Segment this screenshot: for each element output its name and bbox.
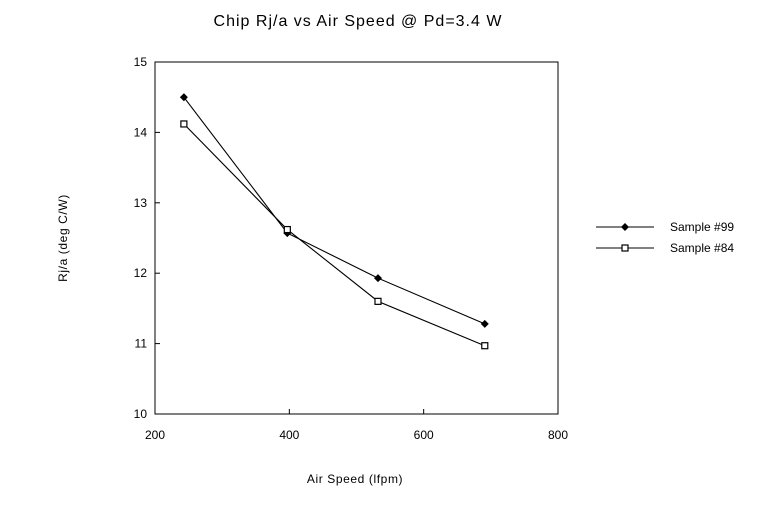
x-axis-ticks: 200 400 600 800 [145, 409, 568, 442]
plot-frame [154, 61, 559, 415]
y-axis-ticks: 10 11 12 13 14 15 [134, 55, 160, 421]
y-tick-label: 15 [134, 55, 148, 69]
legend-label-2: Sample #84 [670, 241, 734, 255]
y-axis-label: Rj/a (deg C/W) [56, 194, 70, 282]
x-axis-label: Air Speed (lfpm) [307, 472, 403, 486]
data-point-series-1 [480, 319, 489, 328]
data-point-series-1 [179, 93, 188, 102]
chart-title: Chip Rj/a vs Air Speed @ Pd=3.4 W [214, 13, 503, 30]
y-tick-label: 10 [134, 407, 148, 421]
series-line-2 [183, 123, 485, 347]
y-tick-label: 14 [134, 125, 148, 139]
x-tick-label: 800 [548, 428, 568, 442]
data-point-series-2 [283, 225, 291, 234]
data-point-series-2 [481, 342, 489, 350]
legend: Sample #99 Sample #84 [596, 220, 734, 255]
series-layer [179, 93, 489, 350]
x-tick-label: 600 [414, 428, 434, 442]
legend-label-1: Sample #99 [670, 220, 734, 234]
series-line-1 [183, 96, 486, 325]
legend-marker-2 [621, 244, 629, 252]
data-point-series-1 [373, 274, 383, 283]
y-tick-label: 13 [134, 196, 148, 210]
legend-marker-1 [620, 222, 630, 232]
x-tick-label: 200 [145, 428, 165, 442]
data-point-series-2 [374, 297, 382, 305]
y-tick-label: 12 [134, 266, 148, 280]
y-tick-label: 11 [135, 337, 148, 351]
x-tick-label: 400 [279, 428, 299, 442]
data-point-series-2 [180, 120, 188, 128]
